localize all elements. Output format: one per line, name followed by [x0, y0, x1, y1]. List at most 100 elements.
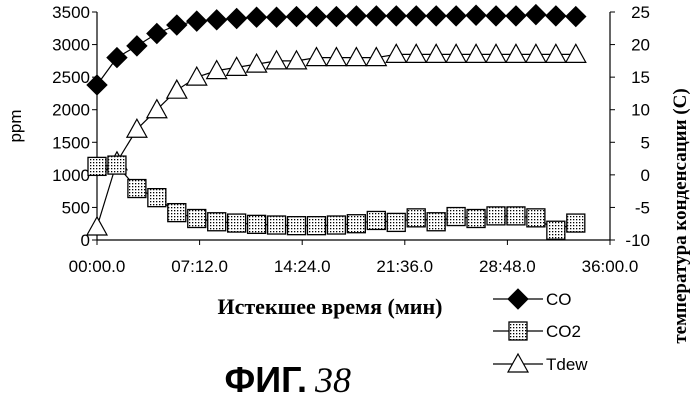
caption-number: 38	[314, 360, 351, 400]
legend-item-tdew: Tdew	[493, 354, 588, 374]
series-line	[97, 54, 576, 227]
data-point	[107, 48, 127, 68]
data-point	[367, 211, 385, 229]
x-tick-label: 36:00.0	[582, 257, 639, 276]
data-point	[527, 209, 545, 227]
data-point	[507, 207, 525, 225]
y-axis-label: ppm	[6, 109, 25, 142]
data-point	[446, 44, 466, 62]
x-tick-label: 21:36.0	[376, 257, 433, 276]
data-point	[127, 36, 147, 56]
data-point	[467, 210, 485, 228]
caption-label: ФИГ.	[224, 359, 307, 400]
data-point	[426, 44, 446, 62]
y2-tick-label: -5	[635, 198, 650, 217]
y-ticks: 0500100015002000250030003500	[52, 3, 97, 250]
x-tick-label: 07:12.0	[171, 257, 228, 276]
data-point	[347, 215, 365, 233]
data-point	[406, 44, 426, 62]
y2-tick-label: 15	[631, 68, 650, 87]
data-point	[287, 7, 307, 27]
y-tick-label: 3000	[52, 36, 90, 55]
y-tick-label: 1000	[52, 166, 90, 185]
y-tick-label: 2000	[52, 101, 90, 120]
data-point	[307, 217, 325, 235]
legend-marker	[508, 354, 528, 372]
legend-marker	[508, 289, 528, 309]
data-point	[366, 6, 386, 26]
y2-tick-label: 25	[631, 3, 650, 22]
data-point	[188, 210, 206, 228]
y-tick-label: 2500	[52, 68, 90, 87]
data-point	[108, 156, 126, 174]
data-point	[147, 23, 167, 43]
legend-label: Tdew	[546, 355, 588, 374]
data-point	[267, 7, 287, 27]
data-point	[187, 11, 207, 31]
data-point	[327, 216, 345, 234]
y-tick-label: 1500	[52, 133, 90, 152]
data-point	[526, 5, 546, 25]
data-point	[248, 215, 266, 233]
data-point	[247, 7, 267, 27]
y-tick-label: 3500	[52, 3, 90, 22]
y2-axis-label: температура конденсации (С)	[670, 88, 691, 343]
data-point	[326, 7, 346, 27]
data-point	[506, 44, 526, 62]
data-point	[407, 209, 425, 227]
data-point	[87, 75, 107, 95]
x-tick-label: 00:00.0	[69, 257, 126, 276]
data-point	[268, 216, 286, 234]
x-tick-label: 14:24.0	[274, 257, 331, 276]
x-ticks: 00:00.0 07:12.0 14:24.0 21:36.0 28:48.0 36:00…	[69, 240, 639, 276]
data-point	[547, 221, 565, 239]
figure-caption: ФИГ. 38	[224, 359, 351, 400]
legend-label: CO	[546, 290, 572, 309]
y2-tick-label: 10	[631, 101, 650, 120]
data-point	[426, 6, 446, 26]
data-point	[486, 44, 506, 62]
y2-ticks: -10 -5 0 5 10 15 20 25	[610, 3, 650, 250]
data-point	[167, 80, 187, 98]
data-point	[346, 48, 366, 66]
data-point	[306, 48, 326, 66]
data-point	[446, 6, 466, 26]
data-point	[447, 208, 465, 226]
series-co2	[88, 156, 585, 239]
data-point	[87, 217, 107, 235]
data-point	[487, 207, 505, 225]
data-point	[207, 10, 227, 30]
y2-tick-label: 20	[631, 36, 650, 55]
data-point	[466, 44, 486, 62]
data-point	[506, 6, 526, 26]
legend-item-co2: CO2	[493, 322, 581, 341]
x-tick-label: 28:48.0	[479, 257, 536, 276]
data-point	[386, 6, 406, 26]
plot-area	[87, 5, 586, 240]
data-point	[546, 6, 566, 26]
data-point	[386, 44, 406, 62]
data-point	[128, 180, 146, 198]
data-point	[228, 214, 246, 232]
data-point	[567, 214, 585, 232]
y2-tick-label: 5	[641, 133, 650, 152]
data-point	[227, 9, 247, 29]
data-point	[466, 5, 486, 25]
legend-item-co: CO	[493, 289, 572, 309]
y-tick-label: 500	[62, 198, 90, 217]
data-point	[546, 44, 566, 62]
data-point	[167, 15, 187, 35]
data-point	[148, 189, 166, 207]
data-point	[306, 7, 326, 27]
data-point	[187, 67, 207, 85]
data-point	[387, 213, 405, 231]
data-point	[526, 44, 546, 62]
y2-tick-label: -10	[625, 231, 650, 250]
data-point	[208, 213, 226, 231]
legend-marker	[509, 322, 527, 340]
data-point	[406, 6, 426, 26]
data-point	[566, 7, 586, 27]
y2-tick-label: 0	[641, 166, 650, 185]
data-point	[486, 6, 506, 26]
